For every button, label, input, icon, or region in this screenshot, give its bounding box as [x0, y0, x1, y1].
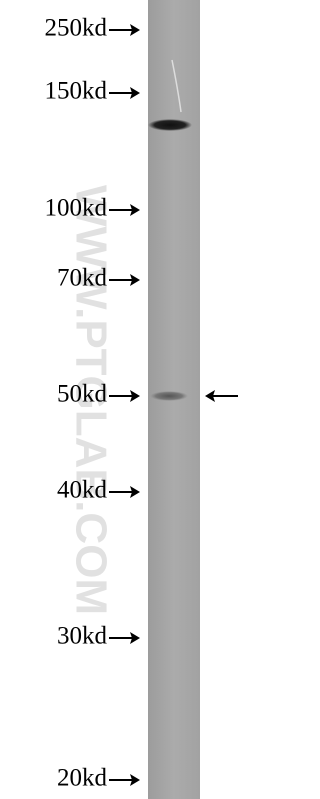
blot: WWW.PTGLAB.COM 250kd 150kd 100kd 70kd 50kd 40… [45, 0, 238, 799]
artifact [171, 59, 182, 113]
marker-label: 100kd [45, 195, 108, 222]
sample-arrow [205, 390, 238, 402]
marker-label: 20kd [57, 765, 108, 792]
marker-arrowhead [130, 486, 140, 498]
marker-arrowhead [130, 390, 140, 402]
marker-label: 50kd [57, 381, 108, 408]
marker-arrowhead [130, 204, 140, 216]
marker-arrowhead [130, 774, 140, 786]
marker-arrowhead [130, 632, 140, 644]
marker-label: 30kd [57, 623, 108, 650]
marker-label: 250kd [45, 15, 108, 42]
band [148, 119, 192, 131]
marker-label: 70kd [57, 265, 108, 292]
watermark: WWW.PTGLAB.COM [66, 185, 115, 615]
band [150, 391, 188, 401]
marker-arrowhead [130, 274, 140, 286]
marker-arrowhead [130, 24, 140, 36]
marker-arrowhead [130, 87, 140, 99]
marker-label: 150kd [45, 78, 108, 105]
marker-label: 40kd [57, 477, 108, 504]
